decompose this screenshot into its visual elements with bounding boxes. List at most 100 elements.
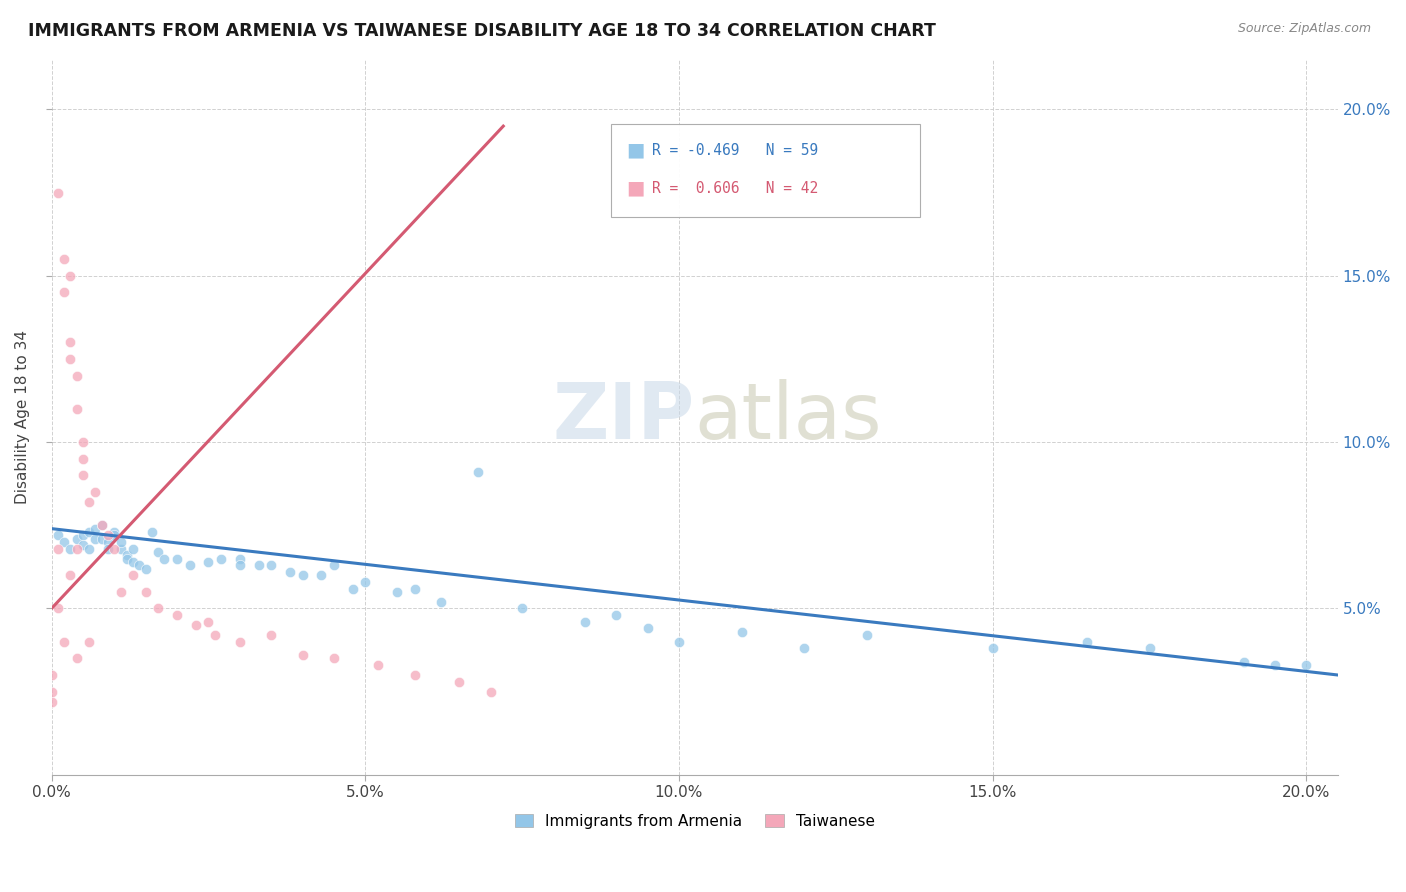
Point — [247, 558, 270, 573]
Point — [981, 641, 1004, 656]
Point — [291, 568, 314, 582]
Point — [637, 622, 659, 636]
Point — [115, 551, 138, 566]
Point — [141, 524, 163, 539]
Point — [72, 538, 94, 552]
Point — [148, 545, 170, 559]
Point — [46, 528, 69, 542]
Point — [209, 551, 232, 566]
Point — [1076, 634, 1098, 648]
Point — [260, 628, 283, 642]
Point — [103, 528, 125, 542]
Point — [229, 634, 252, 648]
Point — [115, 548, 138, 562]
Point — [311, 568, 333, 582]
Point — [59, 568, 82, 582]
Point — [479, 684, 502, 698]
Point — [793, 641, 815, 656]
Point — [449, 674, 471, 689]
Point — [90, 518, 112, 533]
Text: ■: ■ — [627, 178, 645, 198]
Point — [65, 401, 87, 416]
Point — [229, 558, 252, 573]
Point — [1233, 655, 1256, 669]
Point — [278, 565, 301, 579]
Point — [128, 558, 150, 573]
Point — [59, 541, 82, 556]
Legend: Immigrants from Armenia, Taiwanese: Immigrants from Armenia, Taiwanese — [509, 808, 880, 835]
Point — [229, 551, 252, 566]
Point — [385, 584, 408, 599]
Point — [59, 351, 82, 366]
Point — [260, 558, 283, 573]
Point — [367, 658, 389, 673]
Point — [46, 601, 69, 615]
Point — [53, 634, 76, 648]
Text: ZIP: ZIP — [553, 379, 695, 455]
Point — [65, 532, 87, 546]
Point — [404, 582, 426, 596]
Point — [46, 541, 69, 556]
Point — [605, 608, 627, 623]
Point — [97, 535, 120, 549]
Point — [77, 541, 100, 556]
Point — [77, 634, 100, 648]
Y-axis label: Disability Age 18 to 34: Disability Age 18 to 34 — [15, 330, 30, 504]
Point — [122, 555, 145, 569]
Point — [84, 485, 107, 500]
Point — [103, 524, 125, 539]
Point — [72, 435, 94, 450]
Point — [148, 601, 170, 615]
Point — [65, 651, 87, 665]
Point — [53, 252, 76, 267]
Text: IMMIGRANTS FROM ARMENIA VS TAIWANESE DISABILITY AGE 18 TO 34 CORRELATION CHART: IMMIGRANTS FROM ARMENIA VS TAIWANESE DIS… — [28, 22, 936, 40]
Point — [197, 615, 219, 629]
Point — [122, 568, 145, 582]
FancyBboxPatch shape — [612, 124, 920, 217]
Point — [72, 451, 94, 466]
Point — [856, 628, 879, 642]
Point — [97, 528, 120, 542]
Text: atlas: atlas — [695, 379, 882, 455]
Text: Source: ZipAtlas.com: Source: ZipAtlas.com — [1237, 22, 1371, 36]
Point — [204, 628, 226, 642]
Point — [184, 618, 207, 632]
Point — [1295, 658, 1317, 673]
Point — [65, 368, 87, 383]
Point — [46, 186, 69, 200]
Point — [41, 684, 63, 698]
Point — [97, 541, 120, 556]
Point — [59, 335, 82, 350]
Point — [103, 541, 125, 556]
Point — [322, 651, 344, 665]
Point — [90, 518, 112, 533]
Point — [72, 468, 94, 483]
Point — [1264, 658, 1286, 673]
Point — [668, 634, 690, 648]
Point — [467, 465, 489, 479]
Point — [166, 551, 188, 566]
Text: ■: ■ — [627, 141, 645, 160]
Point — [153, 551, 176, 566]
Point — [122, 541, 145, 556]
Point — [77, 495, 100, 509]
Point — [110, 535, 132, 549]
Point — [135, 561, 157, 575]
Point — [731, 624, 754, 639]
Point — [322, 558, 344, 573]
Point — [65, 541, 87, 556]
Point — [59, 268, 82, 283]
Point — [41, 668, 63, 682]
Point — [404, 668, 426, 682]
Point — [179, 558, 201, 573]
Point — [166, 608, 188, 623]
Text: R =  0.606   N = 42: R = 0.606 N = 42 — [652, 181, 818, 196]
Point — [354, 574, 377, 589]
Point — [342, 582, 364, 596]
Point — [72, 528, 94, 542]
Point — [110, 584, 132, 599]
Point — [53, 285, 76, 300]
Point — [510, 601, 533, 615]
Point — [84, 532, 107, 546]
Point — [110, 541, 132, 556]
